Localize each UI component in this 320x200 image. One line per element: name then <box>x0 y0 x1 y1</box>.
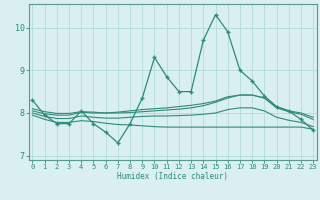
X-axis label: Humidex (Indice chaleur): Humidex (Indice chaleur) <box>117 172 228 181</box>
